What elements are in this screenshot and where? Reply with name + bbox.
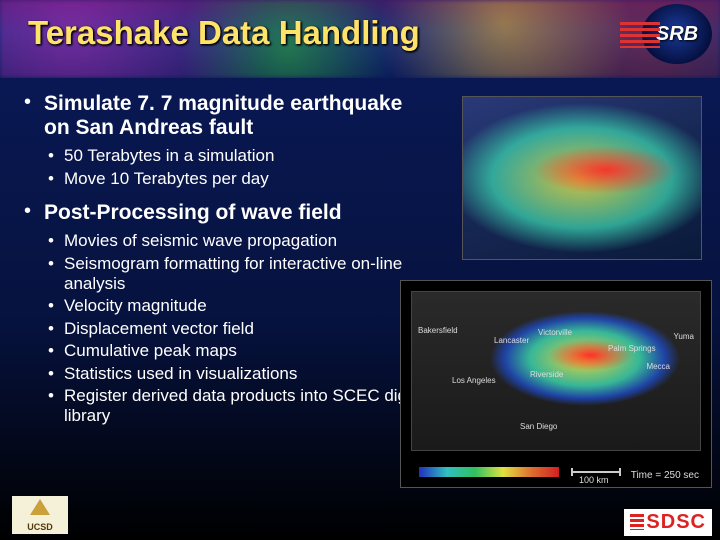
figure-terrain-bg	[463, 97, 701, 259]
colorbar	[419, 467, 559, 477]
bullet-l2: Register derived data products into SCEC…	[44, 386, 432, 427]
bullet-sublist: Movies of seismic wave propagation Seism…	[44, 231, 432, 427]
colorbar-tick: 0	[419, 487, 424, 488]
map-city-label: Mecca	[646, 362, 670, 371]
bullet-l2: Movies of seismic wave propagation	[44, 231, 432, 251]
bullet-l2: Velocity magnitude	[44, 296, 432, 316]
bullet-l2: Cumulative peak maps	[44, 341, 432, 361]
ucsd-logo-icon	[30, 499, 50, 515]
bullet-head: Post-Processing of wave field	[44, 201, 432, 225]
map-city-label: Los Angeles	[452, 376, 496, 385]
bullet-list: Simulate 7. 7 magnitude earthquake on Sa…	[22, 92, 432, 427]
map-city-label: Yuma	[674, 332, 694, 341]
scale-label: 100 km	[579, 475, 609, 485]
colorbar-tick: 2.0	[499, 487, 512, 488]
title-banner: Terashake Data Handling Terashake Data H…	[0, 0, 720, 78]
slide: Terashake Data Handling Terashake Data H…	[0, 0, 720, 540]
srb-logo-text: SRB	[656, 23, 698, 46]
sdsc-logo-icon	[630, 514, 644, 530]
scale-bar	[571, 471, 621, 473]
srb-logo: SRB	[642, 4, 712, 64]
map-city-label: Bakersfield	[418, 326, 458, 335]
map-city-label: Riverside	[530, 370, 563, 379]
bullet-l2: 50 Terabytes in a simulation	[44, 146, 432, 166]
map-city-label: San Diego	[520, 422, 557, 431]
bullet-l2: Move 10 Terabytes per day	[44, 169, 432, 189]
map-city-label: Victorville	[538, 328, 572, 337]
slide-title: Terashake Data Handling Terashake Data H…	[28, 14, 420, 52]
time-label: Time = 250 sec	[631, 470, 699, 481]
bullet-l1: Simulate 7. 7 magnitude earthquake on Sa…	[22, 92, 432, 189]
ucsd-logo: UCSD	[12, 496, 68, 534]
figure-wavefield: Bakersfield Lancaster Victorville Palm S…	[400, 280, 712, 488]
map-city-label: Lancaster	[494, 336, 529, 345]
figure-wavefield-map: Bakersfield Lancaster Victorville Palm S…	[411, 291, 701, 451]
sdsc-logo: SDSC	[624, 509, 712, 536]
bullet-l2: Seismogram formatting for interactive on…	[44, 254, 432, 295]
content-area: Simulate 7. 7 magnitude earthquake on Sa…	[22, 92, 432, 433]
figure-terrain	[462, 96, 702, 260]
bullet-l2: Displacement vector field	[44, 319, 432, 339]
ucsd-logo-text: UCSD	[27, 522, 53, 532]
colorbar-tick: 4.0 m/s	[537, 487, 567, 488]
bullet-l1: Post-Processing of wave field Movies of …	[22, 201, 432, 427]
bullet-l2: Statistics used in visualizations	[44, 364, 432, 384]
map-city-label: Palm Springs	[608, 344, 656, 353]
colorbar-tick: 1.0	[459, 487, 472, 488]
bullet-sublist: 50 Terabytes in a simulation Move 10 Ter…	[44, 146, 432, 189]
title-front: Terashake Data Handling	[28, 14, 420, 51]
bullet-head: Simulate 7. 7 magnitude earthquake on Sa…	[44, 92, 432, 140]
sdsc-logo-text: SDSC	[646, 511, 706, 533]
